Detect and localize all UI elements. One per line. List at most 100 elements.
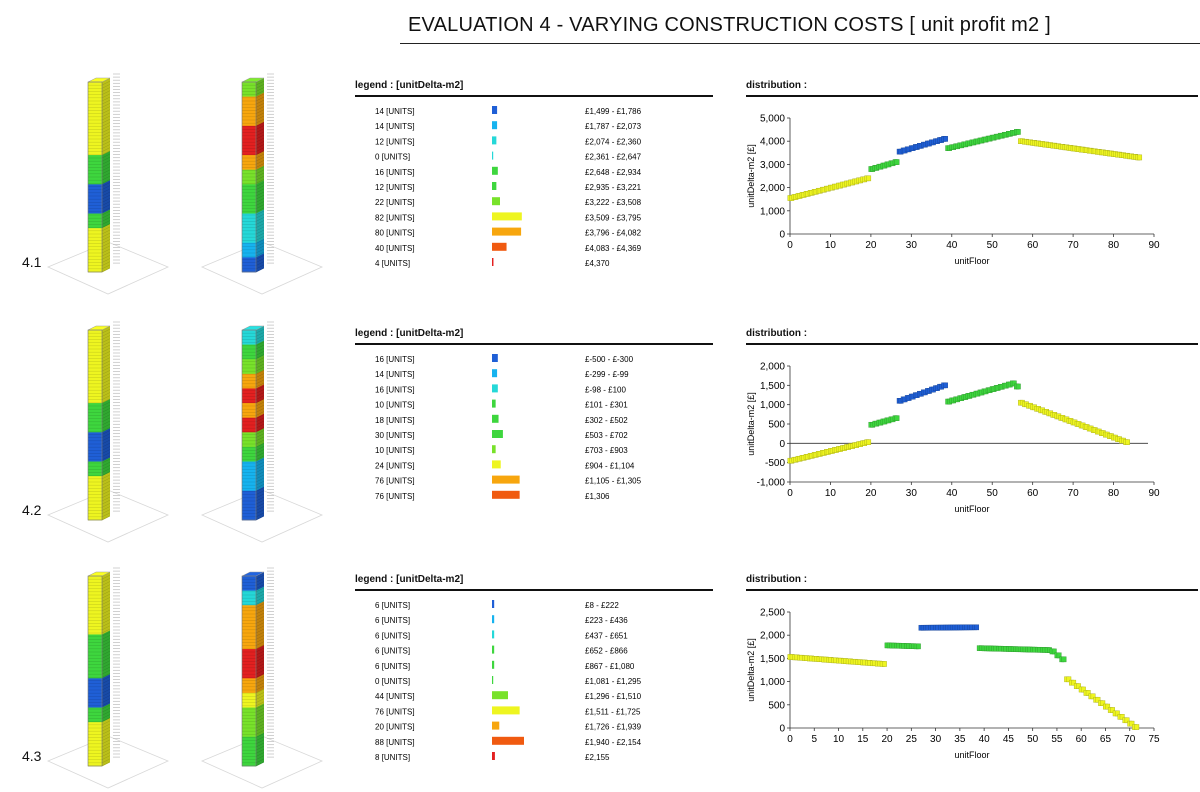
tower-model-a-band-side: [102, 486, 110, 506]
tower-model-b-floor-line: [255, 676, 265, 681]
tower-model-b-band-front: [242, 155, 256, 171]
tower-model-a-floor-line: [101, 357, 111, 362]
legend-count-bar: [492, 600, 495, 608]
tower-model-a-band-front: [88, 722, 102, 738]
tower-model-a-floor-line: [101, 398, 111, 404]
legend-count-bar: [492, 258, 494, 266]
tower-model-b-band-front: [242, 96, 256, 112]
tower-model-a-band-side: [102, 747, 110, 767]
legend-range-label: £1,726 - £1,939: [585, 723, 642, 732]
tower-model-a-floor-line: [101, 638, 111, 643]
tower-model-b-floor-line: [255, 411, 265, 416]
legend-header-rule: [355, 343, 713, 345]
tower-model-a-band-front: [88, 169, 102, 185]
tower-model-a-band-side: [102, 78, 110, 98]
legend-range-label: £1,940 - £2,154: [585, 738, 642, 747]
legend-units-label: 44 [UNITS]: [375, 692, 415, 701]
legend-range-label: £2,155: [585, 753, 610, 762]
data-point: [1110, 707, 1115, 713]
legend-units-label: 14 [UNITS]: [375, 122, 415, 131]
x-tick-label: 20: [865, 240, 877, 251]
tower-model-b-band-front: [242, 476, 256, 492]
tower-model-a-floor-line: [101, 493, 111, 499]
tower-model-a-floor-line: [101, 179, 111, 184]
legend-count-bar: [492, 475, 520, 484]
tower-model-b-band-side: [256, 615, 264, 635]
y-tick-label: 0: [779, 439, 785, 450]
data-point: [1015, 383, 1021, 390]
x-tick-label: 65: [1100, 734, 1112, 745]
legend-range-label: £652 - £866: [585, 647, 628, 656]
tower-model-b-floor-line: [255, 99, 265, 105]
tower-model-b-band-front: [242, 663, 256, 679]
tower-model-b-floor-line: [255, 103, 265, 108]
data-point: [943, 136, 948, 142]
tower-model-a-floor-line: [101, 578, 111, 583]
tower-model-a-floor-line: [101, 182, 111, 187]
tower-model-b-band-side: [256, 107, 264, 127]
tower-model-a-band-front: [88, 417, 102, 433]
tower-model-b-band-side: [256, 194, 264, 214]
tower-model-b-band-side: [256, 601, 264, 621]
tower-model-b-floor-line: [255, 156, 265, 162]
tower-model-a-floor-line: [101, 251, 111, 257]
tower-model-b-floor-line: [255, 685, 265, 691]
tower-model-b-band-front: [242, 140, 256, 156]
tower-model-a-floor-line: [101, 335, 111, 340]
tower-model-b-band-side: [256, 413, 264, 433]
legend-panel: legend : [unitDelta-m2] 14 [UNITS] £1,499 …: [355, 80, 715, 280]
tower-model-a-floor-line: [101, 685, 111, 691]
tower-model-a-floor-line: [101, 125, 111, 130]
distribution-chart: -1,000 -500 0 500 1,000 1,500 2,000 0 10 20 30 40 50…: [746, 362, 1160, 515]
tower-model-a-floor-line: [101, 436, 111, 442]
tower-model-b-floor-line: [255, 506, 265, 511]
tower-model-b-band-front: [242, 461, 256, 477]
tower-model-b-floor-line: [255, 512, 265, 518]
tower-model-b-floor-line: [255, 229, 265, 235]
tower-model-b-floor-line: [255, 701, 265, 707]
tower-model-a-floor-line: [101, 673, 111, 678]
tower-model-b-floor-line: [255, 619, 265, 624]
tower-model-a-band-front: [88, 213, 102, 229]
tower-model-a-band-front: [88, 707, 102, 723]
tower-model-a-floor-line: [101, 223, 111, 228]
tower-model-a-floor-line: [101, 439, 111, 445]
x-tick-label: 50: [987, 240, 999, 251]
tower-model-b-band-side: [256, 428, 264, 448]
tower-model-a-floor-line: [101, 109, 111, 114]
tower-model-b-band-side: [256, 326, 264, 346]
tower-model-b-floor-line: [255, 726, 265, 732]
tower-model-b-band-front: [242, 403, 256, 419]
tower-model-a-floor-line: [101, 236, 111, 241]
x-tick-label: 20: [865, 488, 877, 499]
data-point: [1105, 703, 1111, 710]
tower-model-b-floor-line: [255, 449, 265, 454]
tower-model-b-floor-line: [255, 147, 265, 152]
tower-drawing: [46, 321, 324, 543]
tower-model-a-band-front: [88, 678, 102, 694]
tower-model-a-band-front: [88, 257, 102, 273]
y-tick-label: -1,000: [757, 478, 786, 489]
y-tick-label: 0: [779, 230, 785, 241]
tower-model-b-floor-line: [255, 717, 265, 722]
x-tick-label: 70: [1068, 488, 1080, 499]
tower-model-b-band-side: [256, 209, 264, 229]
tower-model-a-band-side: [102, 428, 110, 448]
tower-model-a-floor-line: [101, 96, 111, 102]
legend-panel: legend : [unitDelta-m2] 6 [UNITS] £8 - £22…: [355, 574, 715, 774]
tower-model-a-floor-line: [101, 682, 111, 688]
legend-units-label: 14 [UNITS]: [375, 107, 415, 116]
data-point: [1129, 720, 1135, 727]
tower-model-b-floor-line: [255, 347, 265, 353]
tower-model-a-floor-line: [101, 698, 111, 703]
tower-model-b-floor-line: [255, 80, 265, 86]
legend-units-label: 82 [UNITS]: [375, 213, 415, 222]
legend-range-label: £1,787 - £2,073: [585, 122, 642, 131]
tower-model-a-band-side: [102, 659, 110, 679]
tower-model-b-floor-line: [255, 657, 265, 662]
data-point: [943, 382, 948, 389]
tower-model-b-floor-line: [255, 420, 265, 426]
tower-model-a-floor-line: [101, 730, 111, 735]
tower-model-b-floor-line: [255, 468, 265, 473]
tower-model-a-band-side: [102, 209, 110, 229]
